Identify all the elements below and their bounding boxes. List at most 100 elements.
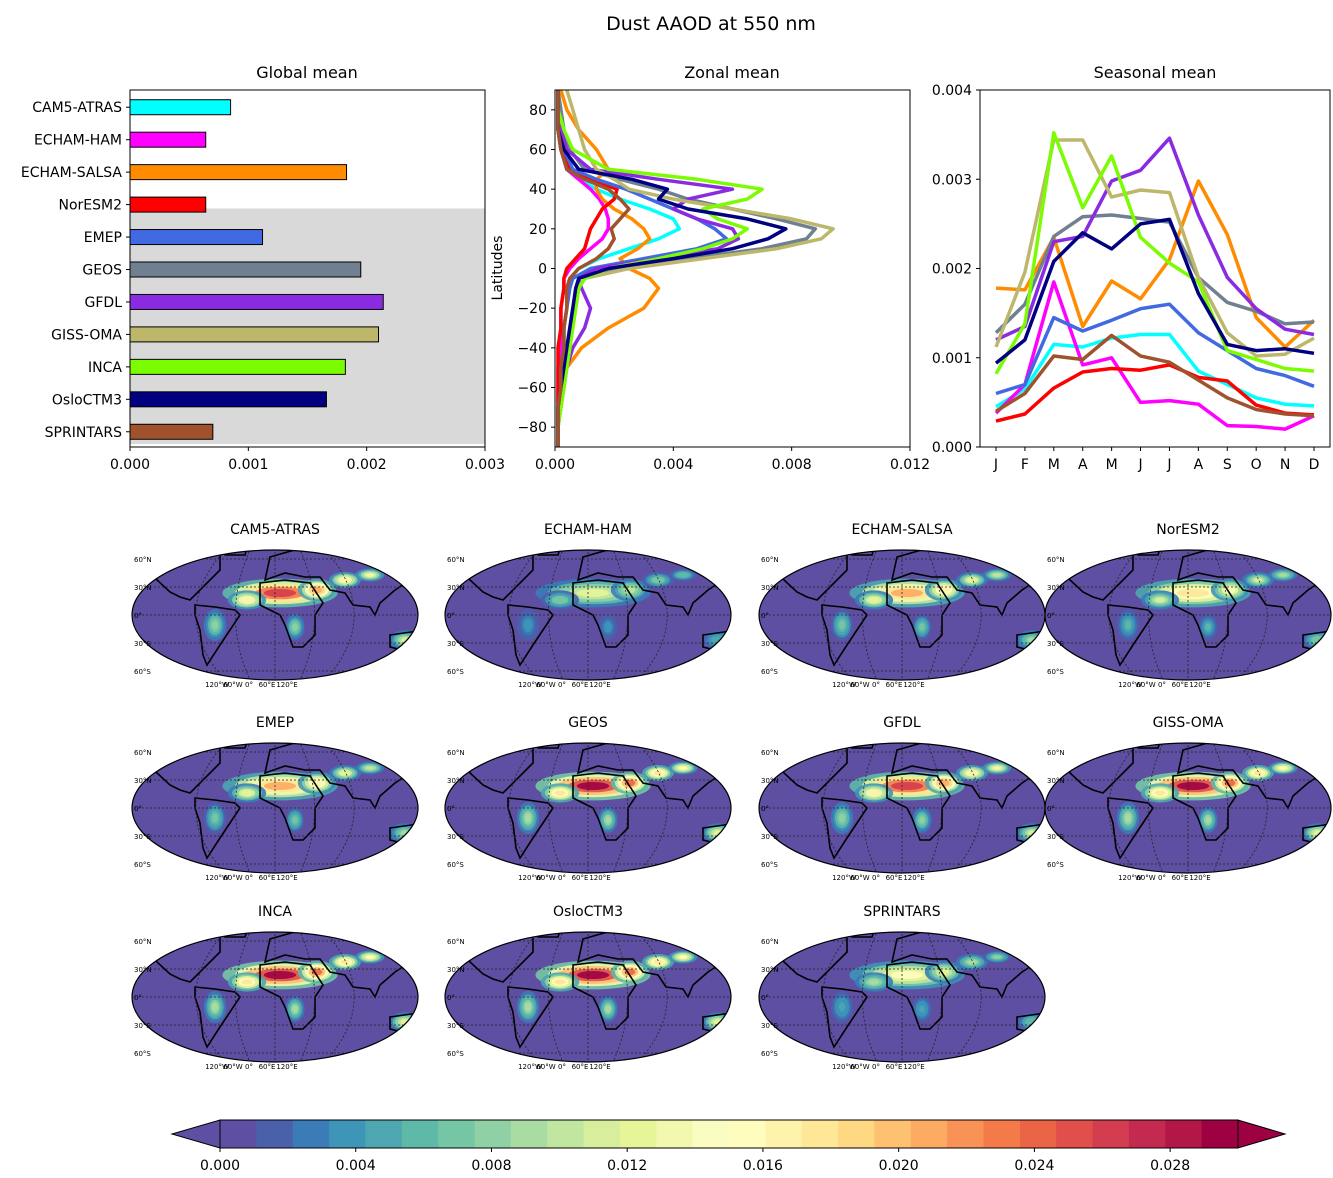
x-tick-label: J [1137, 457, 1142, 473]
colorbar-swatch [474, 1120, 512, 1148]
colorbar-swatch [947, 1120, 984, 1148]
lat-label: 30°S [447, 1022, 464, 1030]
lon-label: 60°E [886, 874, 903, 882]
lat-label: 60°S [761, 861, 778, 869]
lon-label: 120°E [903, 1063, 924, 1071]
map-title: GISS-OMA [1153, 715, 1224, 731]
lon-label: 120°W [832, 1063, 856, 1071]
colorbar-swatch [692, 1120, 730, 1148]
x-tick-label: 0.008 [772, 457, 812, 473]
lat-label: 0° [134, 612, 142, 620]
dust-plume [838, 813, 846, 823]
y-tick-label: INCA [88, 360, 122, 376]
continent-outline [462, 550, 534, 601]
meridian-line [548, 550, 565, 680]
dust-plume [365, 573, 375, 577]
continent-outline [213, 550, 252, 556]
map-boundary [131, 742, 419, 874]
map-title: EMEP [256, 715, 294, 731]
lat-label: 30°N [447, 777, 465, 785]
dust-plume [868, 979, 880, 985]
colorbar-swatch [1056, 1120, 1094, 1148]
colorbar-tick-label: 0.016 [743, 1158, 783, 1174]
dust-plume [292, 623, 298, 631]
map-title: SPRINTARS [863, 904, 940, 920]
bar-cam5-atras [129, 99, 232, 116]
lat-label: 30°S [134, 833, 151, 841]
lon-label: 120°E [903, 681, 924, 689]
dust-plume [554, 597, 566, 603]
continent-outline [890, 932, 1045, 999]
lat-label: 60°S [1047, 668, 1064, 676]
dust-plume [838, 1002, 846, 1012]
map-boundary [1044, 742, 1332, 874]
meridian-line [548, 932, 565, 1062]
colorbar-tick-label: 0.020 [879, 1158, 919, 1174]
bar-osloctm3 [129, 391, 327, 408]
lat-label: 60°N [447, 556, 465, 564]
continent-outline [576, 743, 731, 810]
lat-label: 30°N [761, 777, 779, 785]
continent-outline [1016, 629, 1045, 654]
dust-plume [1278, 766, 1288, 770]
continent-outline [1126, 743, 1165, 749]
colorbar-swatch [656, 1120, 694, 1148]
dust-plume [1278, 573, 1288, 577]
continent-outline [1107, 797, 1155, 860]
map-boundary [1044, 549, 1332, 681]
lat-label: 60°N [1047, 749, 1065, 757]
coastlines [776, 743, 1045, 860]
colorbar-tick-label: 0.004 [336, 1158, 376, 1174]
dust-plume [1176, 588, 1210, 598]
colorbar-swatch [329, 1120, 366, 1148]
dust-plume [524, 813, 532, 823]
y-tick-label: NorESM2 [58, 198, 122, 214]
colorbar-swatch [401, 1120, 439, 1148]
colorbar-swatch [1201, 1120, 1239, 1148]
lat-label: 0° [447, 805, 455, 813]
lon-label: 0° [558, 874, 566, 882]
seasonal-line-gfdl [995, 136, 1315, 342]
lat-label: 0° [761, 994, 769, 1002]
map-title: ECHAM-HAM [544, 522, 632, 538]
continent-outline [1062, 550, 1134, 601]
map-title: ECHAM-SALSA [851, 522, 953, 538]
y-tick-label: OsloCTM3 [52, 392, 122, 408]
coastlines [462, 743, 731, 860]
lat-label: 30°S [761, 833, 778, 841]
coastlines [776, 932, 1045, 1049]
continent-outline [507, 604, 555, 667]
colorbar-tick-label: 0.028 [1150, 1158, 1190, 1174]
y-tick-label: −80 [517, 420, 547, 436]
y-tick-label: 80 [529, 103, 547, 119]
continent-outline [840, 932, 879, 938]
meridian-line [298, 932, 315, 1062]
lat-label: 30°N [1047, 584, 1065, 592]
lon-label: 60°W [223, 681, 242, 689]
colorbar-swatch [438, 1120, 475, 1148]
colorbar: 0.000 0.004 0.008 0.012 0.016 0.020 0.024 0.028 [170, 1119, 1287, 1174]
seasonal-line-cam5-atras [995, 332, 1315, 409]
seasonal-mean-panel: Seasonal mean J F M A M J J A S O N D 0.000 0.001 0.00… [932, 63, 1331, 473]
continent-outline [1016, 1011, 1045, 1036]
continent-outline [263, 550, 418, 617]
colorbar-swatch [1092, 1120, 1130, 1148]
continent-outline [149, 550, 221, 601]
coastlines [1062, 550, 1331, 667]
meridian-line [1148, 743, 1165, 873]
y-tick-label: −60 [517, 381, 547, 397]
x-tick-label: D [1309, 457, 1320, 473]
y-tick-label: 0.004 [932, 83, 972, 99]
lon-label: 0° [1158, 874, 1166, 882]
dust-plume [1205, 623, 1211, 631]
y-tick-label: GISS-OMA [51, 327, 122, 343]
colorbar-tick-label: 0.008 [471, 1158, 511, 1174]
lat-label: 30°N [761, 966, 779, 974]
bar-inca [129, 358, 346, 375]
